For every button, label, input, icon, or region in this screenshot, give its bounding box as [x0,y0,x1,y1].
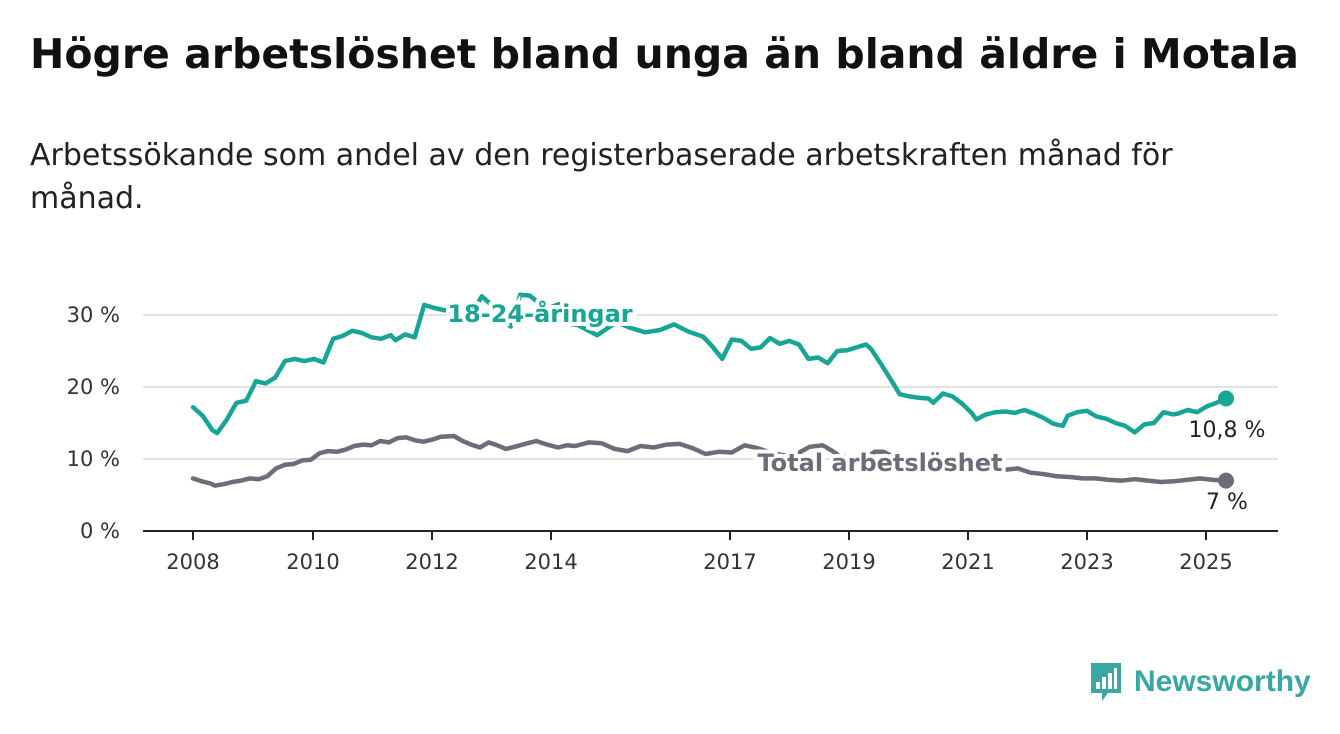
x-tick-label: 2021 [941,550,994,574]
bar-chart-icon [1091,663,1121,701]
x-axis-ticks: 2008 2010 2012 2014 2017 2019 2021 2023 2025 [166,531,1233,574]
x-tick-label: 2019 [822,550,875,574]
series-label-total: Total arbetslöshet [757,449,1002,477]
series-end-point [1218,390,1234,407]
series-end-point [1218,472,1234,489]
y-axis-ticks: 0 % 10 % 20 % 30 % [67,303,120,543]
brand-name: Newsworthy [1134,665,1311,698]
y-tick-label: 30 % [67,303,120,327]
chart-subtitle: Arbetssökande som andel av den registerb… [30,138,1173,216]
series-labels: 18-24-åringar Total arbetslöshet 10,8 % 7 % [443,295,1266,515]
y-tick-label: 0 % [80,519,120,543]
series-line-total [190,433,1229,488]
end-value-youth: 10,8 % [1189,418,1266,443]
y-tick-label: 20 % [67,375,120,399]
x-tick-label: 2008 [166,550,219,574]
x-tick-label: 2010 [286,550,339,574]
series-label-youth: 18-24-åringar [447,299,632,328]
gridlines [143,314,1278,460]
x-tick-label: 2025 [1179,550,1232,574]
newsworthy-logo[interactable]: Newsworthy [1088,660,1311,704]
series-line-youth [190,292,1229,436]
x-tick-label: 2023 [1060,550,1113,574]
x-tick-label: 2014 [524,550,577,574]
series-lines [190,292,1234,489]
chart-title: Högre arbetslöshet bland unga än bland ä… [30,30,1299,78]
x-tick-label: 2017 [703,550,756,574]
end-value-total: 7 % [1206,490,1248,515]
x-tick-label: 2012 [405,550,458,574]
y-tick-label: 10 % [67,447,120,471]
